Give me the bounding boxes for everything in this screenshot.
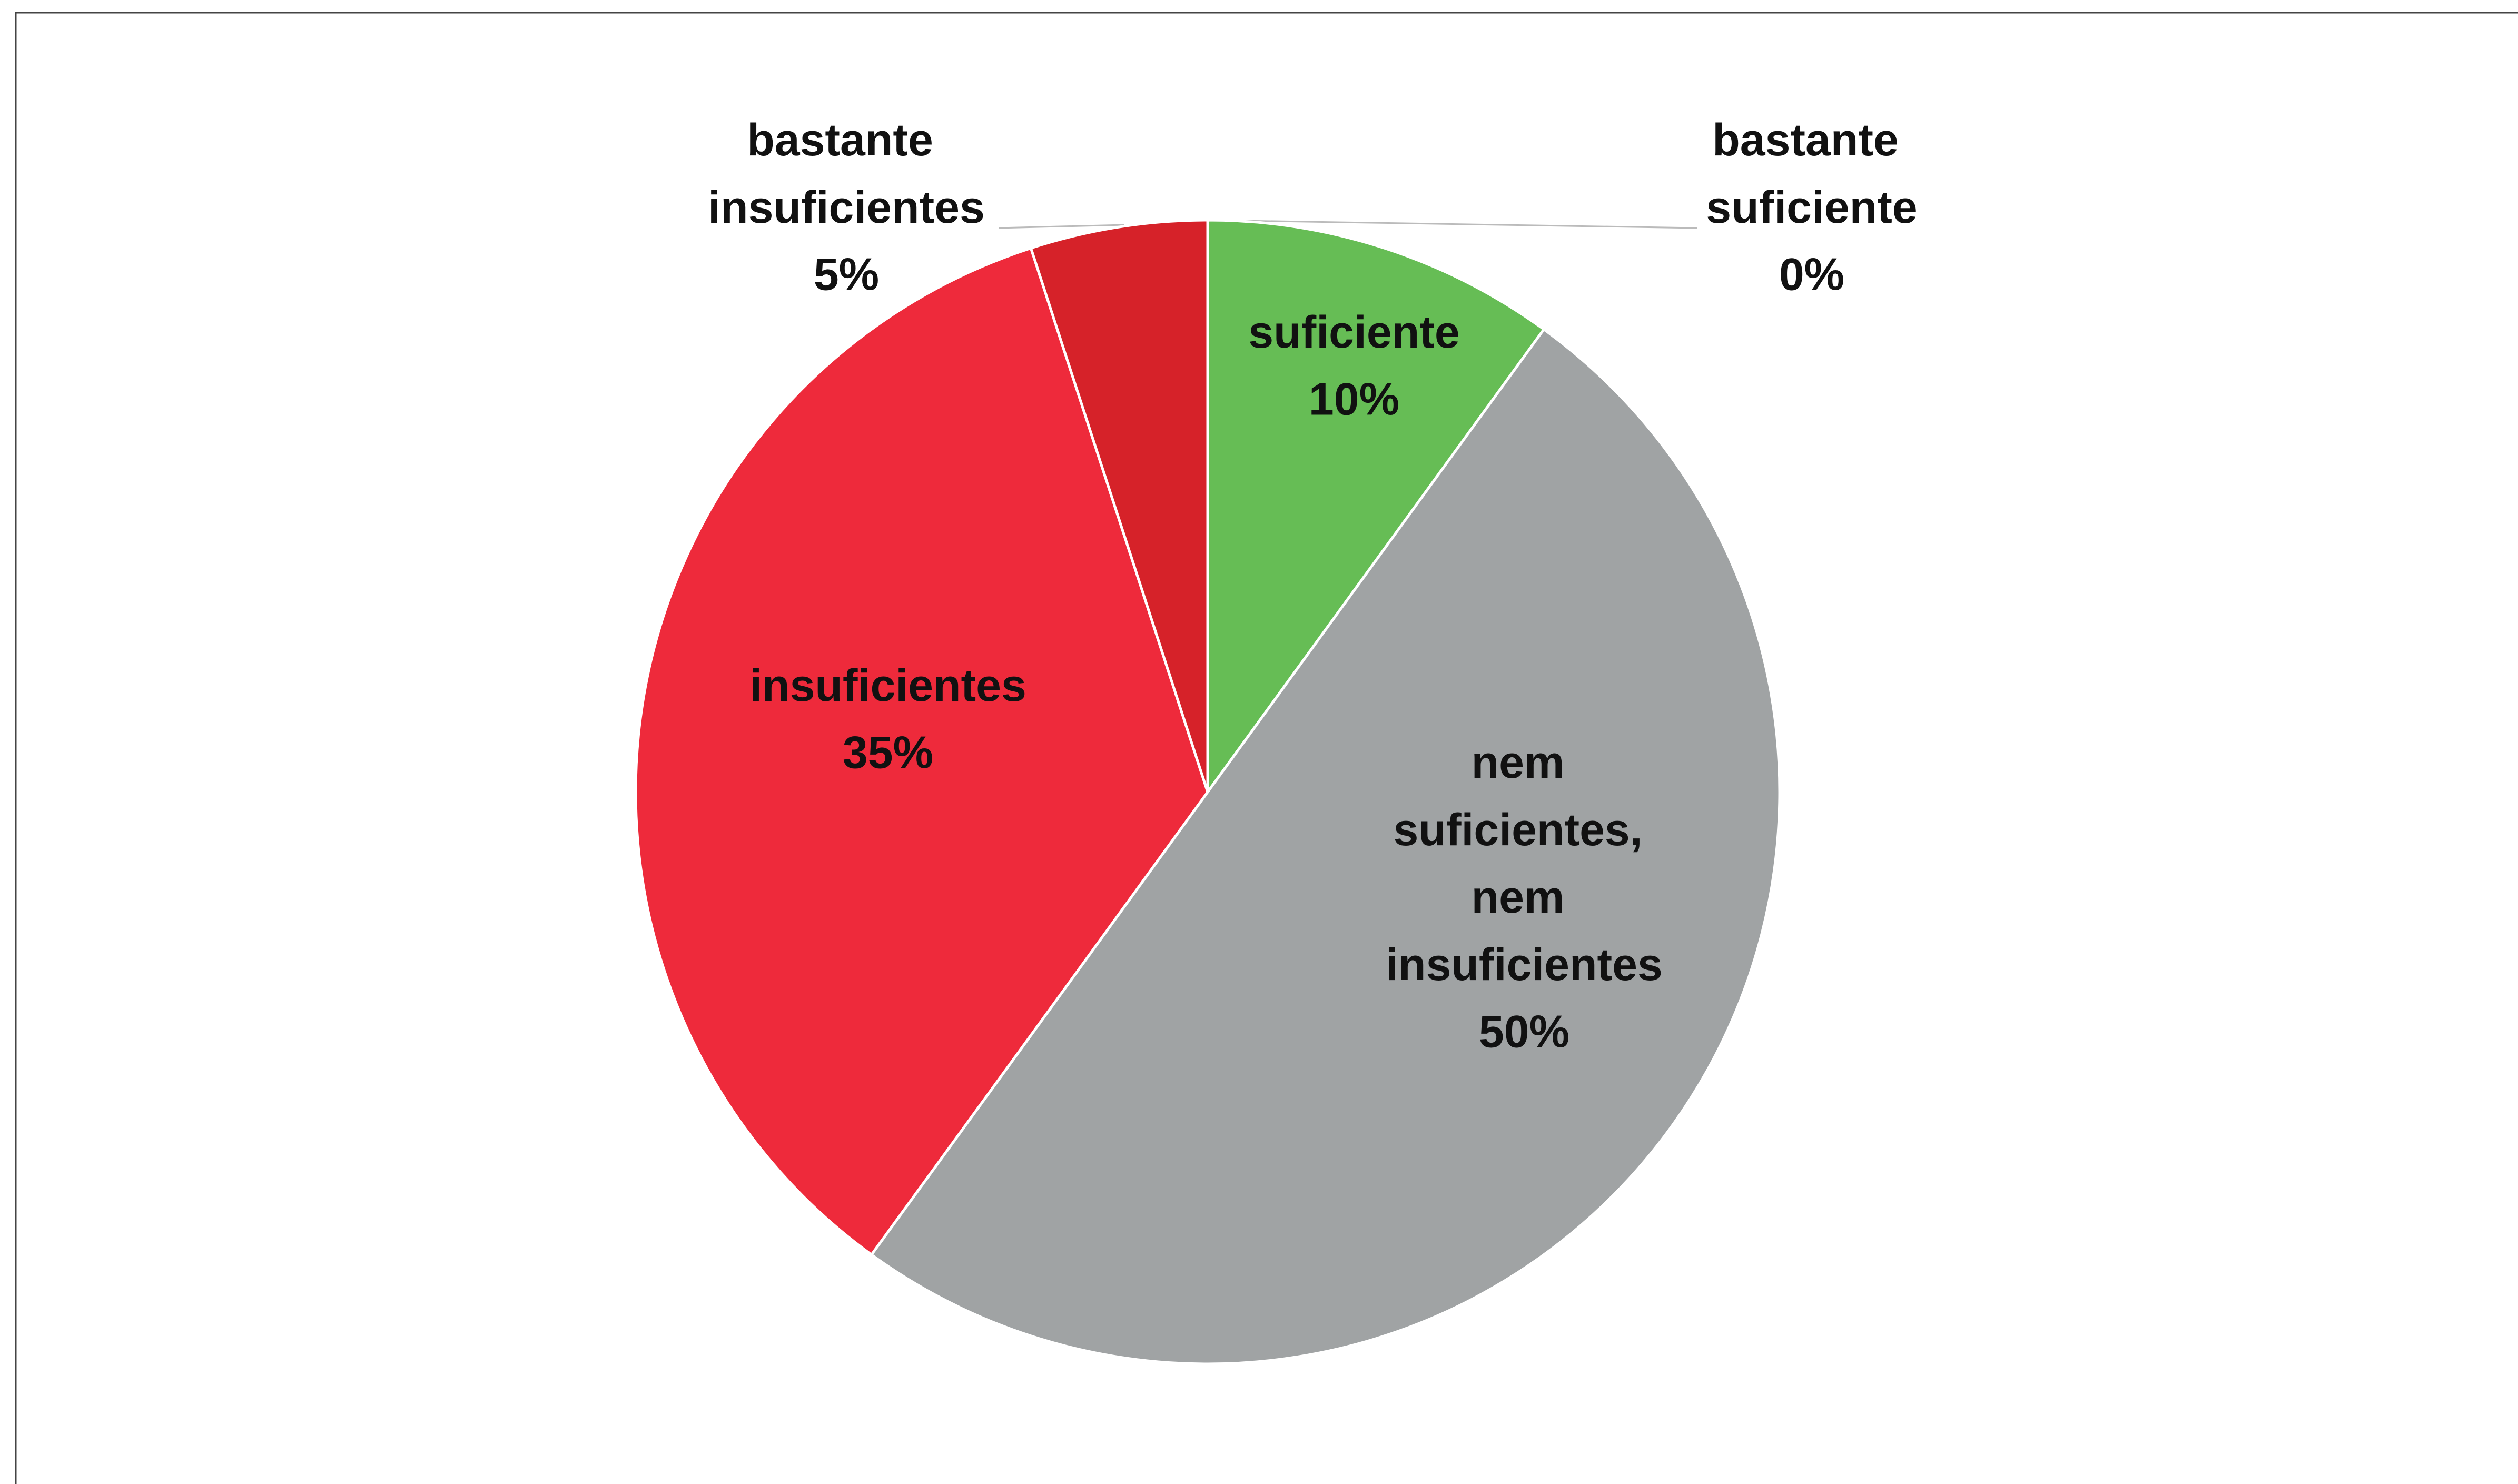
slice-value-label: 5% xyxy=(814,250,879,300)
slice-value-label: 0% xyxy=(1779,250,1844,300)
slice-label: insuficientes xyxy=(749,660,1026,711)
slice-value-label: 50% xyxy=(1479,1007,1569,1057)
slice-label: bastante insuficientes xyxy=(708,115,985,233)
slice-label: bastante suficiente xyxy=(1706,115,1917,233)
leader-line xyxy=(1207,219,1698,229)
pie-slice xyxy=(634,246,1209,1257)
leader-line xyxy=(999,224,1124,229)
slice-label: suficiente xyxy=(1248,307,1459,358)
slice-label: nem suficientes, nem insuficientes xyxy=(1386,737,1663,990)
slice-value-label: 35% xyxy=(843,728,933,778)
pie-slice xyxy=(1206,219,1546,796)
pie-slice xyxy=(872,329,1780,1364)
pie-slice xyxy=(1029,219,1209,793)
slice-value-label: 10% xyxy=(1309,374,1399,425)
